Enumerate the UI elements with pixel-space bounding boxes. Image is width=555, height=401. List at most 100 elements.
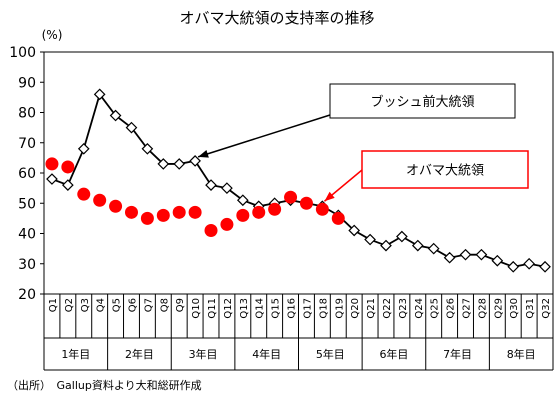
obama-point <box>188 205 202 219</box>
x-category-label: Q26 <box>446 298 457 319</box>
x-category-label: Q4 <box>96 298 107 312</box>
x-category-label: Q22 <box>382 298 393 319</box>
bush-point <box>475 248 488 261</box>
x-category-label: Q1 <box>48 298 59 312</box>
x-category-label: Q23 <box>398 298 409 319</box>
x-category-label: Q29 <box>493 298 504 319</box>
bush-point <box>46 173 58 185</box>
callout-box <box>361 150 529 189</box>
obama-point <box>124 205 138 219</box>
x-category-label: Q25 <box>430 298 441 319</box>
obama-point <box>172 205 186 219</box>
obama-point <box>45 157 59 171</box>
obama-point <box>61 160 75 174</box>
x-category-label: Q6 <box>127 298 138 312</box>
x-category-label: Q16 <box>287 298 298 319</box>
y-axis: 20 30 40 50 60 70 80 90 100 <box>9 45 44 303</box>
bush-point <box>411 239 424 252</box>
x-year-label: 1年目 <box>61 347 90 361</box>
x-year-label: 3年目 <box>189 347 218 361</box>
y-tick-label: 60 <box>18 166 36 182</box>
bush-point <box>189 155 201 167</box>
y-tick-label: 80 <box>18 106 36 122</box>
x-year-label: 5年目 <box>316 347 345 361</box>
bush-point <box>443 251 456 264</box>
callout-box <box>329 83 516 119</box>
y-tick-label: 70 <box>18 136 36 152</box>
x-category-label: Q3 <box>80 298 91 312</box>
bush-point <box>205 179 217 191</box>
x-category-label: Q7 <box>143 298 154 312</box>
obama-point <box>109 199 123 213</box>
x-category-label: Q12 <box>223 298 234 319</box>
x-category-label: Q8 <box>159 298 170 312</box>
obama-point <box>220 217 234 231</box>
y-tick-label: 90 <box>18 75 36 91</box>
x-category-label: Q9 <box>175 298 186 312</box>
y-unit-label: (%) <box>42 28 63 42</box>
bush-point <box>427 242 440 255</box>
x-category-label: Q11 <box>207 298 218 319</box>
x-category-label: Q24 <box>414 298 425 319</box>
bush-point <box>523 257 535 270</box>
x-category-label: Q30 <box>509 298 520 319</box>
obama-point <box>268 202 282 216</box>
x-category-label: Q19 <box>334 298 345 319</box>
obama-point <box>236 208 250 222</box>
x-category-label: Q31 <box>525 298 536 319</box>
x-category-label: Q17 <box>302 298 313 319</box>
x-year-label: 6年目 <box>379 347 408 361</box>
obama-point <box>77 187 91 201</box>
callout-arrowhead <box>324 191 335 202</box>
bush-point <box>348 224 361 237</box>
bush-point <box>141 142 154 155</box>
bush-point <box>77 142 90 155</box>
obama-point <box>299 196 313 210</box>
y-tick-label: 50 <box>18 196 36 212</box>
y-tick-label: 30 <box>18 257 36 273</box>
x-category-label: Q32 <box>541 298 552 319</box>
obama-point <box>140 211 154 225</box>
series-layer <box>45 88 551 273</box>
x-category-label: Q5 <box>112 298 123 312</box>
y-tick-label: 100 <box>9 45 36 61</box>
bush-point <box>396 230 408 243</box>
x-year-label: 7年目 <box>443 347 472 361</box>
bush-point <box>62 179 74 191</box>
x-category-label: Q21 <box>366 298 377 319</box>
x-axis: Q1 Q2 Q3 Q4 Q5 Q6 Q7 Q8 Q9 Q10 Q11 Q12 Q13 Q14 Q15 Q16 Q… <box>43 294 554 371</box>
x-category-label: Q10 <box>191 298 202 319</box>
obama-point <box>315 202 329 216</box>
obama-point <box>156 208 170 222</box>
obama-point <box>204 223 218 237</box>
obama-point <box>284 190 298 204</box>
obama-point <box>252 205 266 219</box>
x-year-label: 4年目 <box>252 347 281 361</box>
x-category-label: Q28 <box>477 298 488 319</box>
bush-point <box>157 158 170 170</box>
x-year-label: 2年目 <box>125 347 154 361</box>
chart-title: オバマ大統領の支持率の推移 <box>179 9 374 27</box>
bush-point <box>364 233 376 246</box>
bush-point <box>459 248 472 261</box>
bush-point <box>236 194 249 207</box>
obama-point <box>93 193 107 207</box>
callout-arrow <box>197 114 331 158</box>
bush-point <box>380 239 392 252</box>
x-category-label: Q27 <box>462 298 473 319</box>
callout-label: ブッシュ前大統領 <box>370 94 474 110</box>
x-category-label: Q13 <box>239 298 250 319</box>
bush-point <box>491 254 504 267</box>
bush-point <box>125 121 138 134</box>
y-tick-label: 20 <box>18 287 36 303</box>
callout-label: オバマ大統領 <box>406 163 484 179</box>
y-tick-label: 40 <box>18 227 36 243</box>
bush-point <box>221 182 233 194</box>
x-category-label: Q15 <box>271 298 282 319</box>
bush-point <box>507 260 520 273</box>
bush-point <box>173 158 186 170</box>
x-category-label: Q14 <box>255 298 266 319</box>
x-category-label: Q18 <box>318 298 329 319</box>
